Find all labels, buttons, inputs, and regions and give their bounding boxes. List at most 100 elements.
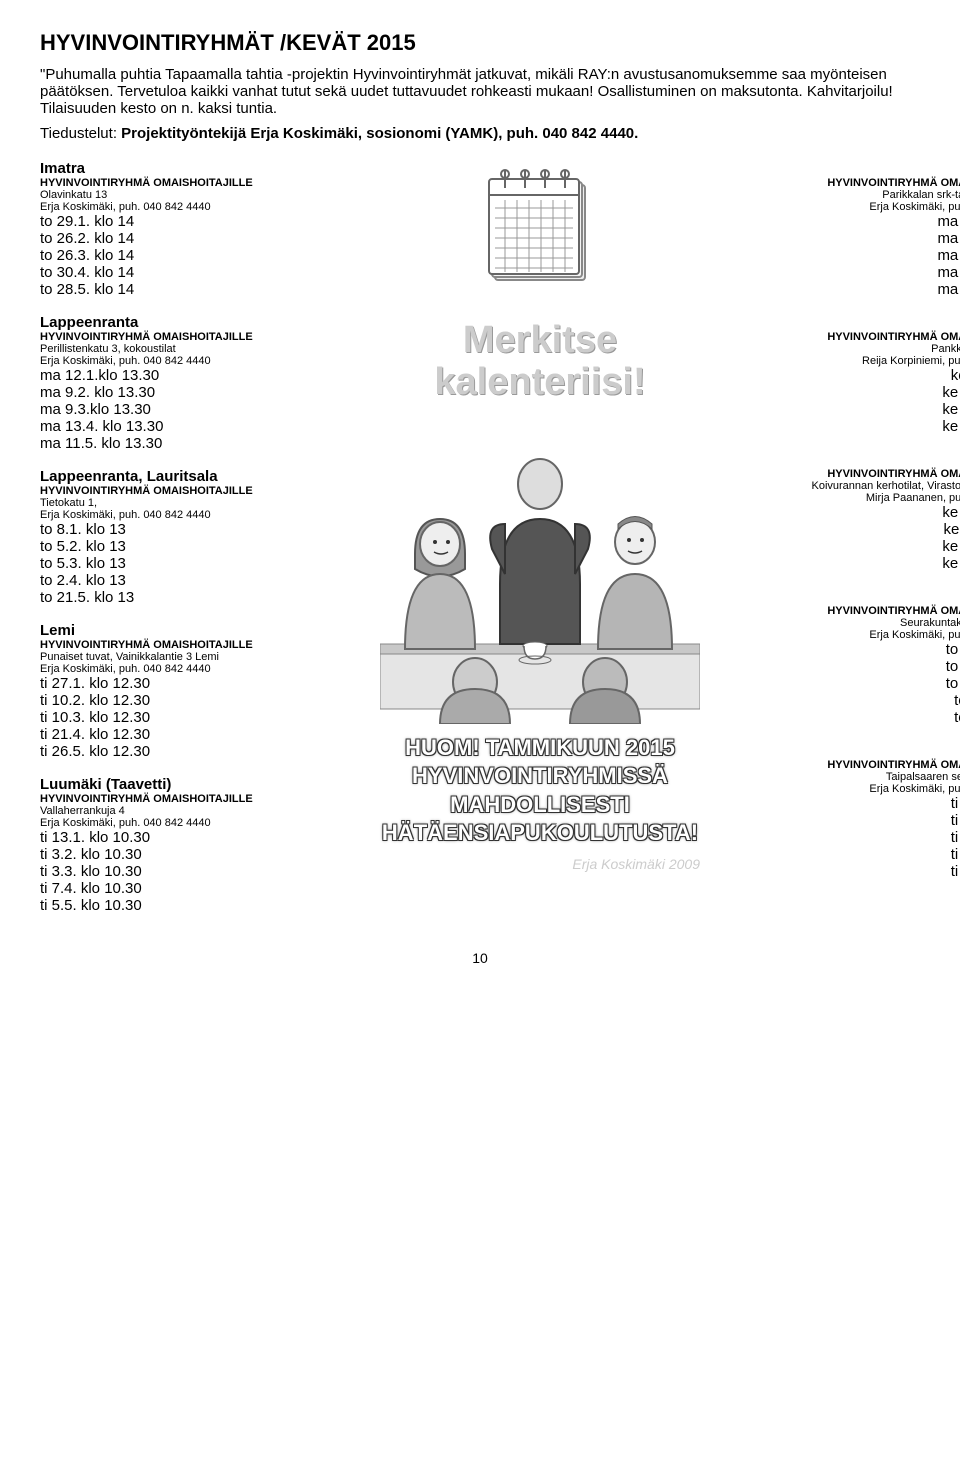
signature: Erja Koskimäki 2009	[380, 856, 700, 872]
time-row: to 30.4. klo 14	[40, 264, 320, 281]
phone: Erja Koskimäki, puh. 040 842 4440	[40, 817, 320, 829]
address: Perillistenkatu 3, kokoustilat	[40, 343, 320, 355]
group-subtitle: HYVINVOINTIRYHMÄ OMAISHOITAJILLE	[40, 485, 320, 497]
time-row: to 12.2. klo 10	[760, 658, 960, 675]
right-column: ParikkalaHYVINVOINTIRYHMÄ OMAISHOITAJILL…	[760, 160, 960, 930]
page-title: HYVINVOINTIRYHMÄT /KEVÄT 2015	[40, 30, 920, 56]
time-row: to 28.5. klo 14	[40, 281, 320, 298]
time-row: ti 14.4. klo 13	[760, 846, 960, 863]
phone: Erja Koskimäki, puh. 040 842 4440	[40, 201, 320, 213]
city-name: Lemi	[40, 622, 320, 639]
phone: Erja Koskimäki, puh. 040 842 4440	[40, 509, 320, 521]
address: Olavinkatu 13	[40, 189, 320, 201]
time-row: ma 16.3. klo 14	[760, 247, 960, 264]
time-row: ti 10.2. klo 12.30	[40, 692, 320, 709]
calendar-icon	[480, 160, 600, 290]
intro-text: "Puhumalla puhtia Tapaamalla tahtia -pro…	[40, 66, 920, 117]
address: Seurakuntakoti, Nikkarintie 2	[760, 617, 960, 629]
time-row: ti 5.5. klo 10.30	[40, 897, 320, 914]
group-block: LemiHYVINVOINTIRYHMÄ OMAISHOITAJILLEPuna…	[40, 622, 320, 760]
time-row: ti 17.2. klo 13	[760, 812, 960, 829]
address: Pankkikatu 3, Simpele	[760, 343, 960, 355]
time-row: ke 25.3. klo 14	[760, 401, 960, 418]
city-name: Lappeenranta, Lauritsala	[40, 468, 320, 485]
time-row: to 2.4. klo 13	[40, 572, 320, 589]
time-row: ti 7.4. klo 10.30	[40, 880, 320, 897]
time-row: to 29.1. klo 14	[40, 213, 320, 230]
middle-column: Merkitse kalenteriisi!	[380, 160, 700, 930]
time-row: ke 15.4. klo 13	[760, 555, 960, 572]
tiedustelut: Tiedustelut: Projektityöntekijä Erja Kos…	[40, 125, 920, 142]
group-block: ImatraHYVINVOINTIRYHMÄ OMAISHOITAJILLEOl…	[40, 160, 320, 298]
notice-l4: HÄTÄENSIAPUKOULUTUSTA!	[382, 819, 698, 848]
phone: Erja Koskimäki, puh. 040 842 4440	[760, 201, 960, 213]
address: Tietokatu 1,	[40, 497, 320, 509]
group-block: RautjärviHYVINVOINTIRYHMÄ OMAISHOITAJILL…	[760, 314, 960, 435]
notice-l1: HUOM! TAMMIKUUN 2015	[382, 734, 698, 763]
phone: Erja Koskimäki, puh. 040 842 4440	[760, 629, 960, 641]
time-row: ke 7.1. klo 14	[760, 367, 960, 384]
time-row: ma 19.1. klo 14	[760, 213, 960, 230]
city-name: Imatra	[40, 160, 320, 177]
phone: Reija Korpiniemi, puh. 050 531 3406	[760, 355, 960, 367]
time-row: to 26.2. klo 14	[40, 230, 320, 247]
group-block: LappeenrantaHYVINVOINTIRYHMÄ OMAISHOITAJ…	[40, 314, 320, 452]
tied-label: Tiedustelut:	[40, 125, 121, 142]
notice-text: HUOM! TAMMIKUUN 2015 HYVINVOINTIRYHMISSÄ…	[382, 734, 698, 848]
group-subtitle: HYVINVOINTIRYHMÄ OMAISHOITAJILLE	[760, 605, 960, 617]
time-row: ti 26.5. klo 12.30	[40, 743, 320, 760]
city-name: Savitaipale	[760, 588, 960, 605]
time-row: to 15.1. klo 10	[760, 641, 960, 658]
time-row: ti 10.3. klo 12.30	[40, 709, 320, 726]
group-block: SavitaipaleHYVINVOINTIRYHMÄ OMAISHOITAJI…	[760, 588, 960, 726]
phone: Mirja Paananen, puh. 044 788 1129	[760, 492, 960, 504]
time-row: ma 12.1.klo 13.30	[40, 367, 320, 384]
group-block: TaipalsaariHYVINVOINTIRYHMÄ OMAISHOITAJI…	[760, 742, 960, 880]
time-row: ke 25.2. klo 14	[760, 384, 960, 401]
city-name: Luumäki (Taavetti)	[40, 776, 320, 793]
time-row: ti 3.2. klo 10.30	[40, 846, 320, 863]
time-row: ti 17.3. klo 13	[760, 829, 960, 846]
time-row: to 5.3. klo 13	[40, 555, 320, 572]
time-row: ma 9.2. klo 13.30	[40, 384, 320, 401]
address: Vallaherrankuja 4	[40, 805, 320, 817]
time-row: to 7.5. klo 10	[760, 709, 960, 726]
time-row: ti 19.5. klo 13	[760, 863, 960, 880]
group-subtitle: HYVINVOINTIRYHMÄ OMAISHOITAJILLE	[760, 468, 960, 480]
time-row: ke 14.1. klo 13	[760, 504, 960, 521]
time-row: to 9.4. klo 10	[760, 692, 960, 709]
phone: Erja Koskimäki, puh. 040 842 4440	[760, 783, 960, 795]
city-name: Lappeenranta	[40, 314, 320, 331]
address: Taipalsaaren seurakuntakeskus	[760, 771, 960, 783]
group-subtitle: HYVINVOINTIRYHMÄ OMAISHOITAJILLE	[40, 177, 320, 189]
notice-l2: HYVINVOINTIRYHMISSÄ	[382, 762, 698, 791]
page-number: 10	[40, 950, 920, 966]
time-row: ti 27.1. klo 12.30	[40, 675, 320, 692]
time-row: ti 20.1. klo 13	[760, 795, 960, 812]
time-row: ke 18.3. klo 13	[760, 538, 960, 555]
group-block: ParikkalaHYVINVOINTIRYHMÄ OMAISHOITAJILL…	[760, 160, 960, 298]
time-row: ma 16.2. klo 14	[760, 230, 960, 247]
time-row: ti 13.1. klo 10.30	[40, 829, 320, 846]
phone: Erja Koskimäki, puh. 040 842 4440	[40, 663, 320, 675]
merk-line1: Merkitse	[434, 320, 645, 362]
notice-l3: MAHDOLLISESTI	[382, 791, 698, 820]
group-subtitle: HYVINVOINTIRYHMÄ OMAISHOITAJILLE	[40, 331, 320, 343]
city-name: Taipalsaari	[760, 742, 960, 759]
merk-line2: kalenteriisi!	[434, 362, 645, 404]
time-row: ti 21.4. klo 12.30	[40, 726, 320, 743]
time-row: ke 11.2. klo 13	[760, 521, 960, 538]
people-illustration	[380, 424, 700, 724]
time-row: ma 18.5. klo 14	[760, 281, 960, 298]
address: Punaiset tuvat, Vainikkalantie 3 Lemi	[40, 651, 320, 663]
group-subtitle: HYVINVOINTIRYHMÄ OMAISHOITAJILLE	[40, 793, 320, 805]
time-row: ma 20.4. klo 14	[760, 264, 960, 281]
time-row: ma 11.5. klo 13.30	[40, 435, 320, 452]
group-subtitle: HYVINVOINTIRYHMÄ OMAISHOITAJILLE	[760, 759, 960, 771]
phone: Erja Koskimäki, puh. 040 842 4440	[40, 355, 320, 367]
group-subtitle: HYVINVOINTIRYHMÄ OMAISHOITAJILLE	[760, 177, 960, 189]
time-row: ke 22.4. klo 14	[760, 418, 960, 435]
time-row: ti 3.3. klo 10.30	[40, 863, 320, 880]
address: Parikkalan srk-talo, pieni srk-sali	[760, 189, 960, 201]
city-name: Parikkala	[760, 160, 960, 177]
